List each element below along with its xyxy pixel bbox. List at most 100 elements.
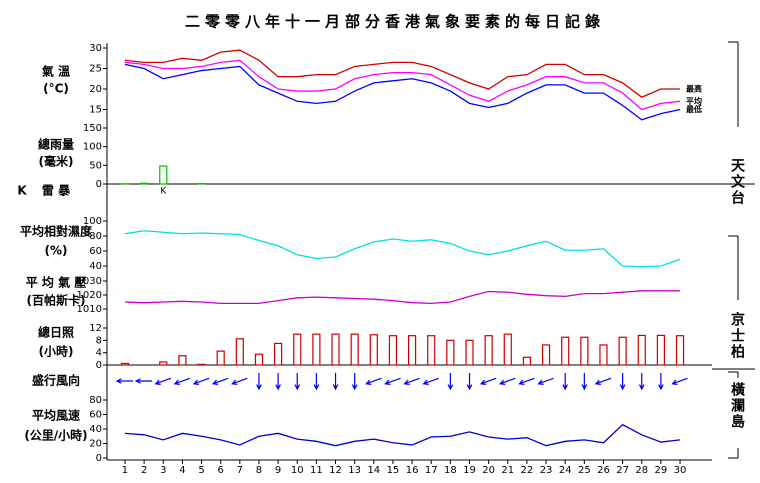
y-tick-label: 1020: [77, 290, 102, 301]
wind-arrow: [447, 373, 454, 391]
y-tick-label: 100: [83, 216, 102, 227]
bar: [637, 334, 646, 366]
panel-label: 盛行風向: [32, 373, 80, 388]
x-tick-label: 21: [501, 465, 514, 476]
x-tick-label: 2: [141, 465, 147, 476]
panel-label: (°C): [43, 82, 69, 96]
bar: [254, 353, 264, 366]
x-tick-label: 12: [329, 465, 342, 476]
x-tick-label: 22: [521, 465, 534, 476]
wind-arrow: [466, 373, 473, 391]
x-tick-label: 15: [387, 465, 400, 476]
bar: [140, 182, 149, 185]
panel-label: (毫米): [39, 154, 74, 169]
wind-arrow: [211, 377, 229, 385]
bar: [159, 165, 168, 185]
y-tick-label: 4: [96, 348, 102, 359]
bar: [178, 355, 187, 366]
panel-label: 平 均 氣 壓: [26, 275, 87, 290]
series-line: [124, 290, 681, 305]
wind-arrow: [619, 373, 626, 391]
wind-arrow: [365, 377, 382, 385]
bar: [675, 335, 685, 366]
wind-arrow: [671, 377, 688, 385]
wind-arrow: [384, 377, 401, 385]
wind-arrow: [332, 373, 339, 391]
panel-label: 平均風速: [32, 408, 80, 423]
bar: [293, 333, 302, 366]
bar: [197, 363, 206, 366]
bar: [465, 339, 474, 366]
panel-label: 平均相對濕度: [20, 224, 93, 239]
bar: [599, 344, 608, 366]
bar: [216, 350, 225, 366]
bar: [656, 334, 665, 366]
station-label: 京士柏: [729, 311, 745, 360]
x-tick-label: 23: [540, 465, 553, 476]
x-tick-label: 9: [275, 465, 281, 476]
wind-arrow: [594, 377, 612, 385]
y-tick-label: 60: [89, 246, 102, 257]
x-tick-label: 11: [310, 465, 323, 476]
x-tick-label: 4: [179, 465, 185, 476]
bar: [446, 339, 455, 366]
y-tick-label: 40: [89, 424, 102, 435]
legend-label: 最高: [686, 84, 702, 94]
x-tick-label: 5: [198, 465, 204, 476]
x-tick-label: 20: [482, 465, 495, 476]
event-legend-symbol: K: [17, 184, 27, 198]
x-tick-label: 1: [122, 465, 128, 476]
x-tick-label: 30: [674, 465, 687, 476]
x-tick-label: 27: [616, 465, 629, 476]
panel-label: (%): [45, 244, 68, 258]
x-tick-label: 19: [463, 465, 476, 476]
wind-arrow: [581, 373, 588, 391]
wind-arrow: [256, 373, 262, 391]
series-line: [124, 230, 681, 268]
y-tick-label: 1010: [77, 304, 102, 315]
bar: [522, 356, 532, 366]
x-tick-label: 24: [559, 465, 572, 476]
y-tick-label: 8: [96, 335, 102, 346]
wind-arrow: [192, 377, 210, 385]
wind-arrow: [231, 377, 248, 385]
bar: [618, 336, 627, 366]
bar: [484, 335, 493, 366]
x-tick-label: 7: [237, 465, 243, 476]
wind-arrow: [403, 377, 420, 385]
x-tick-label: 17: [425, 465, 438, 476]
bar: [561, 336, 570, 366]
bar: [503, 333, 512, 366]
wind-arrow: [134, 378, 153, 384]
wind-arrow: [638, 373, 645, 391]
bar: [274, 342, 283, 366]
x-tick-label: 8: [256, 465, 262, 476]
bar: [235, 338, 244, 366]
bar: [120, 362, 130, 366]
bar: [312, 333, 321, 366]
panel-label: 雷 暴: [42, 184, 71, 198]
y-tick-label: 0: [96, 360, 102, 371]
x-tick-label: 3: [160, 465, 166, 476]
bar: [350, 333, 359, 366]
panel-label: 總日照: [38, 325, 74, 340]
wind-arrow: [537, 377, 554, 385]
wind-arrow: [658, 373, 664, 391]
y-tick-label: 20: [89, 439, 102, 450]
y-tick-label: 1030: [77, 276, 102, 287]
x-tick-label: 16: [406, 465, 419, 476]
legend-label: 平均: [686, 96, 702, 106]
y-tick-label: 100: [83, 142, 102, 153]
wind-arrow: [313, 373, 320, 391]
wind-arrow: [173, 377, 191, 385]
panel-label: (小時): [39, 344, 74, 359]
wind-arrow: [479, 377, 497, 385]
series-line: [124, 423, 681, 447]
wind-arrow: [499, 377, 516, 385]
x-tick-label: 13: [348, 465, 361, 476]
y-tick-label: 25: [89, 64, 102, 75]
bar: [159, 361, 168, 366]
y-tick-label: 150: [83, 123, 102, 134]
wind-arrow: [422, 377, 439, 385]
